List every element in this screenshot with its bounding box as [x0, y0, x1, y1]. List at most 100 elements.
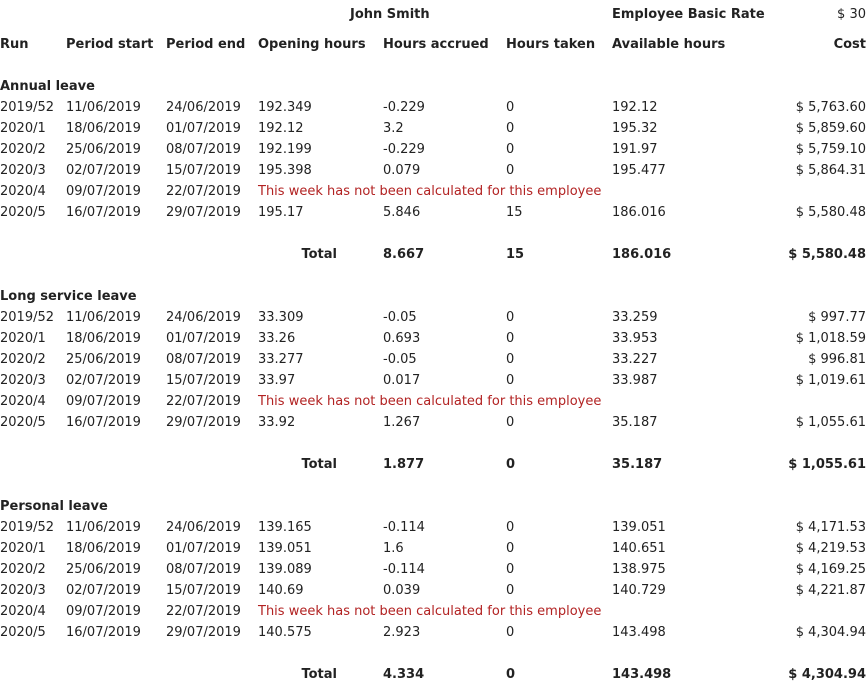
run-cell: 2020/2: [0, 562, 46, 577]
opening-hours-cell: 195.398: [258, 163, 312, 178]
period-end-cell: 24/06/2019: [166, 100, 241, 115]
total-hours-taken: 0: [506, 667, 516, 682]
run-cell: 2020/1: [0, 121, 46, 136]
period-start-cell: 18/06/2019: [66, 121, 141, 136]
hours-accrued-cell: 0.017: [383, 373, 421, 388]
period-start-cell: 09/07/2019: [66, 604, 141, 619]
opening-hours-cell: 140.69: [258, 583, 304, 598]
run-cell: 2020/4: [0, 394, 46, 409]
total-hours-accrued: 4.334: [383, 667, 425, 682]
not-calculated-message: This week has not been calculated for th…: [258, 604, 602, 619]
column-header-row: Run Period start Period end Opening hour…: [0, 34, 867, 55]
total-label: Total: [301, 667, 337, 682]
cost-cell: $ 5,864.31: [795, 163, 866, 178]
total-row: Total 8.667 15 186.016 $ 5,580.48: [0, 244, 867, 265]
table-row: 2020/3 02/07/2019 15/07/2019 195.398 0.079 0 1…: [0, 160, 867, 181]
run-cell: 2020/2: [0, 352, 46, 367]
section-title: Personal leave: [0, 499, 108, 514]
report-header: John Smith Employee Basic Rate $ 30: [0, 4, 867, 25]
hours-taken-cell: 0: [506, 520, 515, 535]
period-end-cell: 08/07/2019: [166, 352, 241, 367]
opening-hours-cell: 33.97: [258, 373, 296, 388]
cost-cell: $ 4,221.87: [795, 583, 866, 598]
period-start-cell: 18/06/2019: [66, 541, 141, 556]
period-start-cell: 16/07/2019: [66, 415, 141, 430]
hours-accrued-cell: 0.039: [383, 583, 421, 598]
opening-hours-cell: 195.17: [258, 205, 304, 220]
table-row: 2020/3 02/07/2019 15/07/2019 140.69 0.039 0 14…: [0, 580, 867, 601]
period-end-cell: 22/07/2019: [166, 394, 241, 409]
table-row: 2020/4 09/07/2019 22/07/2019 This week has …: [0, 391, 867, 412]
total-label: Total: [301, 247, 337, 262]
period-end-cell: 22/07/2019: [166, 184, 241, 199]
cost-cell: $ 4,171.53: [795, 520, 866, 535]
cost-cell: $ 1,019.61: [795, 373, 866, 388]
table-row: 2020/5 16/07/2019 29/07/2019 33.92 1.267 0 35.…: [0, 412, 867, 433]
table-row: 2019/52 11/06/2019 24/06/2019 192.349 -0.229…: [0, 97, 867, 118]
table-row: 2020/4 09/07/2019 22/07/2019 This week has …: [0, 601, 867, 622]
run-cell: 2020/5: [0, 625, 46, 640]
run-cell: 2020/2: [0, 142, 46, 157]
hours-taken-cell: 0: [506, 163, 515, 178]
hours-accrued-cell: -0.05: [383, 310, 417, 325]
cost-cell: $ 996.81: [808, 352, 866, 367]
run-cell: 2019/52: [0, 310, 55, 325]
period-start-cell: 18/06/2019: [66, 331, 141, 346]
cost-cell: $ 4,169.25: [795, 562, 866, 577]
available-hours-cell: 33.227: [612, 352, 658, 367]
table-row: 2020/1 18/06/2019 01/07/2019 192.12 3.2 0 195.…: [0, 118, 867, 139]
not-calculated-message: This week has not been calculated for th…: [258, 184, 602, 199]
period-end-cell: 08/07/2019: [166, 562, 241, 577]
total-hours-accrued: 1.877: [383, 457, 425, 472]
period-end-cell: 15/07/2019: [166, 163, 241, 178]
period-end-cell: 22/07/2019: [166, 604, 241, 619]
available-hours-cell: 138.975: [612, 562, 666, 577]
hours-taken-cell: 15: [506, 205, 523, 220]
available-hours-cell: 186.016: [612, 205, 666, 220]
hours-accrued-cell: -0.114: [383, 520, 425, 535]
period-end-cell: 24/06/2019: [166, 520, 241, 535]
period-start-cell: 09/07/2019: [66, 394, 141, 409]
period-end-cell: 15/07/2019: [166, 373, 241, 388]
available-hours-cell: 195.477: [612, 163, 666, 178]
section-title: Annual leave: [0, 79, 95, 94]
run-cell: 2020/5: [0, 415, 46, 430]
not-calculated-message: This week has not been calculated for th…: [258, 394, 602, 409]
total-hours-accrued: 8.667: [383, 247, 425, 262]
opening-hours-cell: 139.051: [258, 541, 312, 556]
hours-taken-cell: 0: [506, 625, 515, 640]
available-hours-cell: 143.498: [612, 625, 666, 640]
hours-accrued-cell: 0.079: [383, 163, 421, 178]
period-start-cell: 25/06/2019: [66, 142, 141, 157]
period-end-cell: 01/07/2019: [166, 331, 241, 346]
hours-taken-cell: 0: [506, 121, 515, 136]
cost-cell: $ 5,580.48: [795, 205, 866, 220]
run-cell: 2020/5: [0, 205, 46, 220]
period-end-cell: 08/07/2019: [166, 142, 241, 157]
cost-cell: $ 5,759.10: [795, 142, 866, 157]
run-cell: 2020/4: [0, 604, 46, 619]
available-hours-cell: 33.987: [612, 373, 658, 388]
opening-hours-cell: 140.575: [258, 625, 312, 640]
run-cell: 2020/4: [0, 184, 46, 199]
hours-taken-cell: 0: [506, 352, 515, 367]
available-hours-cell: 192.12: [612, 100, 658, 115]
period-start-cell: 02/07/2019: [66, 163, 141, 178]
hours-accrued-cell: -0.229: [383, 142, 425, 157]
period-start-cell: 25/06/2019: [66, 562, 141, 577]
table-row: 2019/52 11/06/2019 24/06/2019 139.165 -0.114…: [0, 517, 867, 538]
cost-cell: $ 4,219.53: [795, 541, 866, 556]
hours-accrued-cell: -0.05: [383, 352, 417, 367]
hours-accrued-cell: 1.6: [383, 541, 404, 556]
available-hours-cell: 191.97: [612, 142, 658, 157]
opening-hours-cell: 33.26: [258, 331, 296, 346]
period-end-cell: 24/06/2019: [166, 310, 241, 325]
period-end-cell: 01/07/2019: [166, 541, 241, 556]
opening-hours-cell: 33.277: [258, 352, 304, 367]
total-hours-taken: 15: [506, 247, 525, 262]
total-available-hours: 186.016: [612, 247, 672, 262]
total-cost: $ 4,304.94: [788, 667, 866, 682]
total-cost: $ 1,055.61: [788, 457, 866, 472]
table-row: 2020/2 25/06/2019 08/07/2019 192.199 -0.229 0…: [0, 139, 867, 160]
hours-taken-cell: 0: [506, 373, 515, 388]
